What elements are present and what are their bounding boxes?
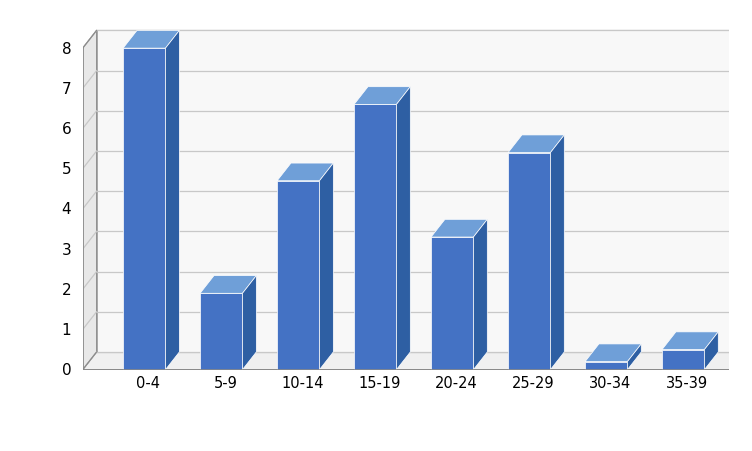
Text: 5-9: 5-9: [214, 375, 238, 390]
Text: 8: 8: [62, 41, 71, 56]
Polygon shape: [200, 294, 242, 370]
Polygon shape: [242, 276, 256, 370]
Polygon shape: [123, 32, 179, 49]
Polygon shape: [83, 352, 743, 370]
Polygon shape: [320, 164, 333, 370]
Polygon shape: [585, 362, 627, 370]
Text: 25-29: 25-29: [512, 375, 555, 390]
Polygon shape: [354, 87, 411, 105]
Text: 0: 0: [62, 362, 71, 377]
Polygon shape: [662, 332, 718, 350]
Polygon shape: [431, 238, 474, 370]
Text: 1: 1: [62, 322, 71, 337]
Text: 7: 7: [62, 82, 71, 97]
Polygon shape: [123, 49, 165, 370]
Polygon shape: [508, 153, 550, 370]
Polygon shape: [585, 344, 641, 362]
Polygon shape: [83, 32, 96, 370]
Text: 20-24: 20-24: [435, 375, 478, 390]
Polygon shape: [627, 344, 641, 370]
Text: 4: 4: [62, 202, 71, 217]
Polygon shape: [200, 276, 256, 294]
Text: 0-4: 0-4: [136, 375, 160, 390]
Polygon shape: [431, 220, 487, 238]
Text: 15-19: 15-19: [358, 375, 401, 390]
Text: 5: 5: [62, 162, 71, 177]
Text: 35-39: 35-39: [666, 375, 708, 390]
Text: 10-14: 10-14: [281, 375, 323, 390]
Polygon shape: [474, 220, 487, 370]
Polygon shape: [165, 32, 179, 370]
Polygon shape: [508, 136, 564, 153]
Polygon shape: [550, 136, 564, 370]
Polygon shape: [354, 105, 396, 370]
Text: 2: 2: [62, 282, 71, 297]
Text: 3: 3: [62, 242, 71, 257]
Polygon shape: [277, 181, 320, 370]
Polygon shape: [662, 350, 705, 370]
Polygon shape: [396, 87, 411, 370]
Text: 6: 6: [62, 122, 71, 137]
Polygon shape: [96, 32, 743, 352]
Text: 30-34: 30-34: [590, 375, 632, 390]
Polygon shape: [277, 164, 333, 181]
Polygon shape: [705, 332, 718, 370]
